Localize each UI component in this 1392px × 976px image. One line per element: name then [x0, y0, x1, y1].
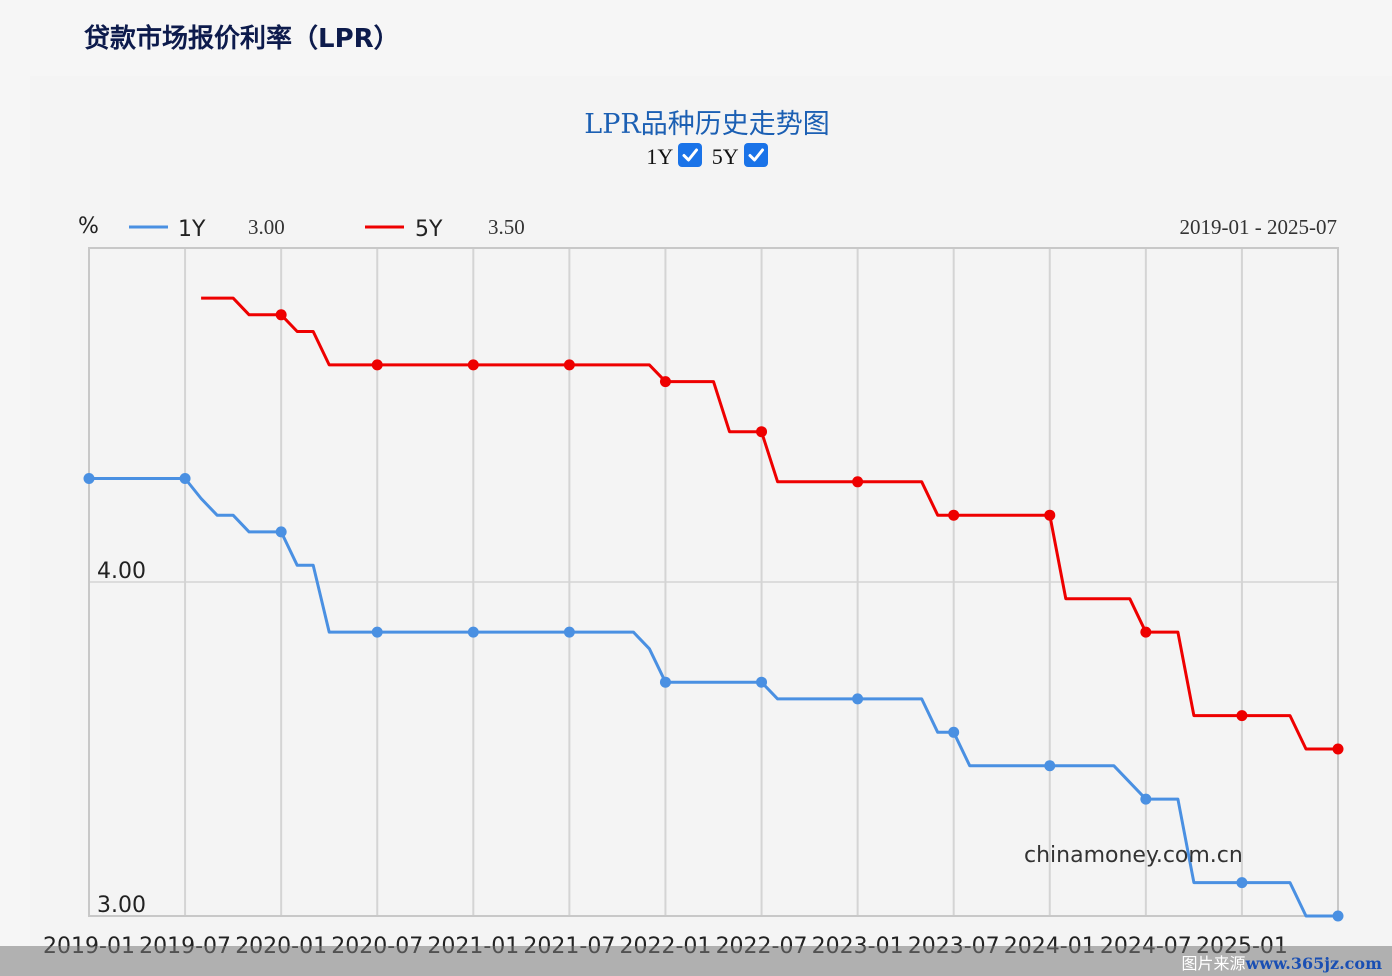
- data-point-1y[interactable]: [275, 526, 287, 538]
- date-range: 2019-01 - 2025-07: [1180, 215, 1337, 239]
- data-point-1y[interactable]: [83, 472, 95, 484]
- data-point-5y[interactable]: [371, 359, 383, 371]
- series-line-5y: [201, 296, 1338, 751]
- data-point-5y[interactable]: [1236, 710, 1248, 722]
- data-point-1y[interactable]: [659, 676, 671, 688]
- data-point-1y[interactable]: [756, 676, 768, 688]
- plot-frame: [88, 247, 1339, 917]
- legend-1y-name: 1Y: [178, 217, 206, 242]
- data-point-1y[interactable]: [1332, 910, 1344, 922]
- check-icon: [682, 148, 699, 162]
- chart-title: LPR品种历史走势图: [584, 109, 830, 140]
- data-point-1y[interactable]: [1236, 877, 1248, 889]
- checkbox-5y[interactable]: [743, 143, 768, 167]
- data-point-1y[interactable]: [1140, 793, 1152, 805]
- data-point-1y[interactable]: [1044, 760, 1056, 772]
- data-point-5y[interactable]: [1140, 626, 1152, 638]
- chart-panel: [30, 76, 1392, 976]
- legend-5y-value: 3.50: [488, 215, 525, 239]
- data-point-1y[interactable]: [467, 626, 479, 638]
- data-point-5y[interactable]: [852, 476, 864, 488]
- checkbox-1y[interactable]: [678, 143, 703, 167]
- footer-bar: [0, 946, 1392, 976]
- data-point-5y[interactable]: [467, 359, 479, 371]
- check-icon: [748, 148, 764, 162]
- data-point-1y[interactable]: [852, 693, 864, 705]
- legend-1y-value: 3.00: [248, 215, 285, 239]
- chart-watermark: chinamoney.com.cn: [1024, 843, 1243, 868]
- data-point-5y[interactable]: [1044, 509, 1056, 521]
- data-point-5y[interactable]: [563, 359, 575, 371]
- data-point-1y[interactable]: [563, 626, 575, 638]
- data-point-1y[interactable]: [948, 726, 960, 738]
- legend-5y-name: 5Y: [415, 217, 443, 242]
- footer-site: www.365jz.com: [1245, 954, 1382, 973]
- series-line-1y: [89, 477, 1338, 918]
- y-tick-label: 4.00: [97, 559, 146, 584]
- data-point-5y[interactable]: [1332, 743, 1344, 755]
- toggle-1y[interactable]: 1Y: [646, 143, 703, 170]
- data-point-1y[interactable]: [179, 472, 191, 484]
- data-point-5y[interactable]: [948, 509, 960, 521]
- toggle-5y-label: 5Y: [711, 144, 739, 169]
- toggle-5y[interactable]: 5Y: [711, 143, 768, 170]
- footer-prefix: 图片来源: [1181, 954, 1246, 973]
- series-toggles: 1Y 5Y: [0, 143, 1392, 170]
- data-point-5y[interactable]: [756, 426, 768, 438]
- data-point-1y[interactable]: [371, 626, 383, 638]
- page-title: 贷款市场报价利率（LPR）: [84, 24, 400, 54]
- y-tick-label: 3.00: [97, 893, 146, 918]
- unit-label: %: [78, 214, 99, 239]
- data-point-5y[interactable]: [659, 376, 671, 388]
- footer-watermark: 图片来源www.365jz.com: [1182, 950, 1382, 974]
- toggle-1y-label: 1Y: [646, 144, 674, 169]
- data-point-5y[interactable]: [275, 309, 287, 321]
